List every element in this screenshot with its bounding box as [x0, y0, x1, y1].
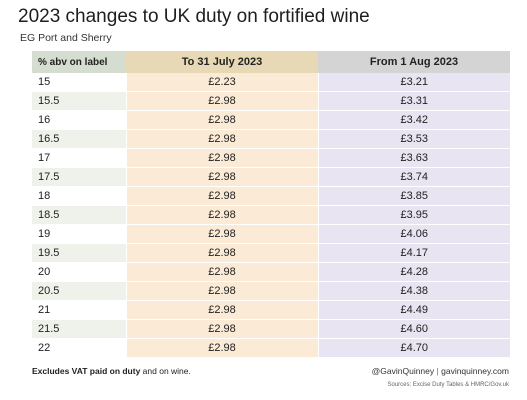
- table-row: 20 £2.98 £4.28: [32, 262, 510, 282]
- new-duty-cell: £4.60: [317, 319, 510, 339]
- header-from-1-aug: From 1 Aug 2023: [318, 51, 510, 73]
- new-duty-cell: £4.06: [317, 224, 510, 244]
- credit: @GavinQuinney | gavinquinney.com: [372, 366, 509, 376]
- abv-cell: 19.5: [32, 243, 126, 263]
- new-duty-cell: £4.28: [317, 262, 510, 282]
- old-duty-cell: £2.98: [125, 338, 318, 358]
- abv-cell: 21.5: [32, 319, 126, 339]
- new-duty-cell: £3.95: [317, 205, 510, 225]
- abv-cell: 15: [32, 73, 126, 92]
- header-to-31-july: To 31 July 2023: [126, 51, 318, 73]
- chart-subtitle: EG Port and Sherry: [20, 32, 112, 44]
- table-row: 15.5 £2.98 £3.31: [32, 91, 510, 111]
- old-duty-cell: £2.98: [125, 262, 318, 282]
- old-duty-cell: £2.98: [125, 186, 318, 206]
- footnote-bold: Excludes VAT paid on duty: [32, 366, 141, 376]
- old-duty-cell: £2.98: [125, 300, 318, 320]
- abv-cell: 17.5: [32, 167, 126, 187]
- old-duty-cell: £2.98: [125, 281, 318, 301]
- abv-cell: 20.5: [32, 281, 126, 301]
- old-duty-cell: £2.98: [125, 167, 318, 187]
- old-duty-cell: £2.98: [125, 148, 318, 168]
- old-duty-cell: £2.98: [125, 243, 318, 263]
- new-duty-cell: £3.74: [317, 167, 510, 187]
- abv-cell: 20: [32, 262, 126, 282]
- table-row: 21.5 £2.98 £4.60: [32, 319, 510, 339]
- footnote: Excludes VAT paid on duty and on wine.: [32, 366, 191, 376]
- old-duty-cell: £2.98: [125, 224, 318, 244]
- old-duty-cell: £2.98: [125, 91, 318, 111]
- abv-cell: 18: [32, 186, 126, 206]
- table-row: 19 £2.98 £4.06: [32, 224, 510, 244]
- credit-handle: @GavinQuinney: [371, 366, 435, 376]
- abv-cell: 19: [32, 224, 126, 244]
- old-duty-cell: £2.98: [125, 319, 318, 339]
- abv-cell: 22: [32, 338, 126, 358]
- new-duty-cell: £4.70: [317, 338, 510, 358]
- abv-cell: 18.5: [32, 205, 126, 225]
- table-row: 18.5 £2.98 £3.95: [32, 205, 510, 225]
- table-row: 21 £2.98 £4.49: [32, 300, 510, 320]
- old-duty-cell: £2.98: [125, 110, 318, 130]
- new-duty-cell: £3.31: [317, 91, 510, 111]
- abv-cell: 16.5: [32, 129, 126, 149]
- duty-table: % abv on label To 31 July 2023 From 1 Au…: [32, 51, 510, 358]
- sources: Sources: Excise Duty Tables & HMRC/Gov.u…: [387, 382, 510, 388]
- credit-site: gavinquinney.com: [441, 366, 509, 376]
- new-duty-cell: £3.21: [317, 73, 510, 92]
- new-duty-cell: £3.53: [317, 129, 510, 149]
- table-header-row: % abv on label To 31 July 2023 From 1 Au…: [32, 51, 510, 73]
- table-row: 18 £2.98 £3.85: [32, 186, 510, 206]
- table-row: 17.5 £2.98 £3.74: [32, 167, 510, 187]
- header-abv: % abv on label: [32, 51, 126, 73]
- table-row: 20.5 £2.98 £4.38: [32, 281, 510, 301]
- new-duty-cell: £4.38: [317, 281, 510, 301]
- new-duty-cell: £3.42: [317, 110, 510, 130]
- table-row: 16.5 £2.98 £3.53: [32, 129, 510, 149]
- footnote-rest: and on wine.: [140, 366, 191, 376]
- table-row: 16 £2.98 £3.42: [32, 110, 510, 130]
- new-duty-cell: £4.49: [317, 300, 510, 320]
- old-duty-cell: £2.23: [125, 73, 318, 92]
- table-body: 15 £2.23 £3.21 15.5 £2.98 £3.31 16 £2.98 £3.42 16…: [32, 73, 510, 358]
- new-duty-cell: £3.63: [317, 148, 510, 168]
- abv-cell: 16: [32, 110, 126, 130]
- new-duty-cell: £3.85: [317, 186, 510, 206]
- abv-cell: 15.5: [32, 91, 126, 111]
- abv-cell: 17: [32, 148, 126, 168]
- chart-title: 2023 changes to UK duty on fortified win…: [18, 6, 370, 27]
- credit-separator: |: [436, 366, 439, 376]
- new-duty-cell: £4.17: [317, 243, 510, 263]
- table-row: 17 £2.98 £3.63: [32, 148, 510, 168]
- old-duty-cell: £2.98: [125, 129, 318, 149]
- table-row: 19.5 £2.98 £4.17: [32, 243, 510, 263]
- table-row: 22 £2.98 £4.70: [32, 338, 510, 358]
- abv-cell: 21: [32, 300, 126, 320]
- table-row: 15 £2.23 £3.21: [32, 73, 510, 92]
- old-duty-cell: £2.98: [125, 205, 318, 225]
